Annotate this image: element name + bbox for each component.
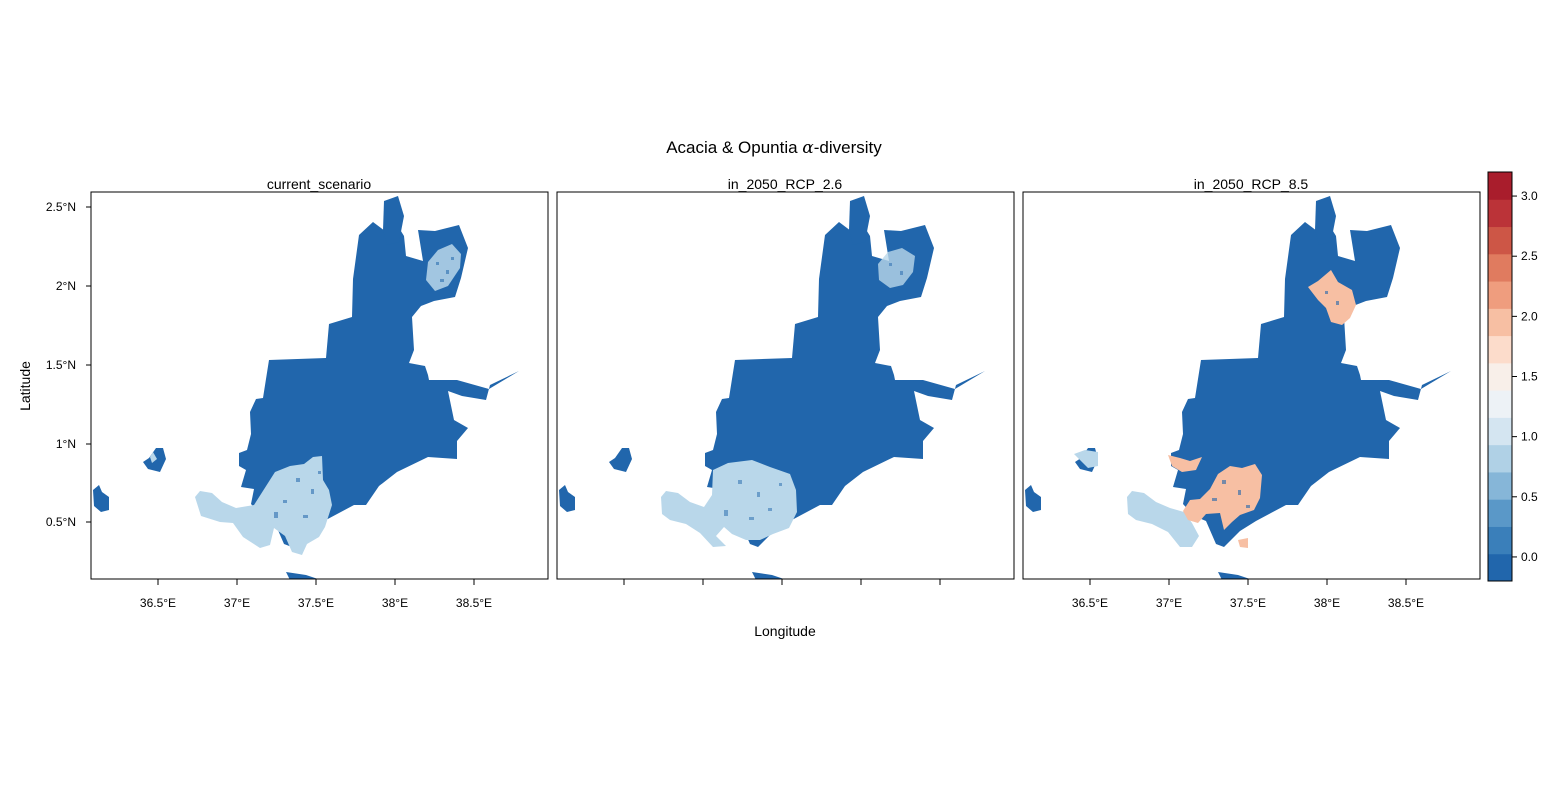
figure-title: Acacia & Opuntia α-diversity <box>666 138 882 158</box>
colorbar-tick-label: 1.5 <box>1521 370 1538 384</box>
y-axis: Latitude 2.5°N 2°N 1.5°N 1°N 0.5°N <box>17 200 91 529</box>
y-tick-label: 2.5°N <box>46 200 76 214</box>
map-raster <box>559 196 985 579</box>
x-tick-label: 37°E <box>1156 596 1182 610</box>
colorbar-step <box>1488 362 1512 391</box>
panel-title: in_2050_RCP_8.5 <box>1194 176 1309 192</box>
colorbar-step <box>1488 417 1512 446</box>
colorbar-step <box>1488 253 1512 282</box>
y-tick-label: 1°N <box>56 437 76 451</box>
x-tick-label: 36.5°E <box>140 596 176 610</box>
colorbar-step <box>1488 553 1512 582</box>
colorbar-step <box>1488 471 1512 500</box>
colorbar-ticks: 0.0 0.5 1.0 1.5 2.0 2.5 3.0 <box>1512 189 1538 564</box>
title-rest: -diversity <box>814 138 883 157</box>
colorbar-tick-label: 3.0 <box>1521 189 1538 203</box>
x-tick-label: 38°E <box>1314 596 1340 610</box>
x-tick-label: 36.5°E <box>1072 596 1108 610</box>
texture-speckles <box>724 263 903 520</box>
y-tick-label: 1.5°N <box>46 358 76 372</box>
title-main: Acacia & Opuntia <box>666 138 802 157</box>
colorbar-steps <box>1488 172 1512 582</box>
colorbar-step <box>1488 444 1512 473</box>
colorbar-tick-label: 2.0 <box>1521 309 1538 323</box>
colorbar-tick-label: 0.0 <box>1521 550 1538 564</box>
x-tick-label: 38°E <box>382 596 408 610</box>
y-tick-label: 0.5°N <box>46 515 76 529</box>
light-blue-patches <box>1074 450 1199 547</box>
colorbar-step <box>1488 390 1512 418</box>
colorbar-step <box>1488 172 1512 200</box>
x-axis-label: Longitude <box>754 623 816 639</box>
panel-frame <box>556 191 1015 580</box>
panel-in-2050-rcp-8-5: in_2050_RCP_8.5 <box>1022 176 1481 580</box>
light-blue-patches <box>661 248 915 547</box>
panel-frame <box>90 191 549 580</box>
colorbar-tick-label: 2.5 <box>1521 249 1538 263</box>
y-tick-marks <box>86 206 91 523</box>
x-tick-marks <box>157 579 1407 585</box>
panel-title: in_2050_RCP_2.6 <box>728 176 843 192</box>
x-tick-label: 37°E <box>224 596 250 610</box>
map-raster <box>93 196 519 579</box>
colorbar-step <box>1488 499 1512 527</box>
x-tick-label: 38.5°E <box>1388 596 1424 610</box>
x-axis: 36.5°E 37°E 37.5°E 38°E 38.5°E 36.5°E 37… <box>140 579 1424 639</box>
colorbar-tick-label: 0.5 <box>1521 490 1538 504</box>
colorbar-tick-label: 1.0 <box>1521 430 1538 444</box>
panel-frame <box>1022 191 1481 580</box>
x-tick-label: 37.5°E <box>1230 596 1266 610</box>
panel-in-2050-rcp-2-6: in_2050_RCP_2.6 <box>556 176 1015 580</box>
panel-current-scenario: current_scenario <box>90 176 549 580</box>
colorbar-step <box>1488 199 1512 228</box>
x-tick-label: 37.5°E <box>298 596 334 610</box>
texture-speckles <box>1212 291 1339 508</box>
title-greek: α <box>802 138 814 158</box>
colorbar-step <box>1488 526 1512 555</box>
colorbar-step <box>1488 308 1512 337</box>
colorbar-step <box>1488 335 1512 364</box>
texture-speckles <box>274 257 454 518</box>
salmon-patches <box>1168 270 1356 548</box>
map-raster <box>1025 196 1451 579</box>
x-tick-label: 38.5°E <box>456 596 492 610</box>
colorbar: 0.0 0.5 1.0 1.5 2.0 2.5 3.0 <box>1487 171 1538 582</box>
panel-title: current_scenario <box>267 176 371 192</box>
y-tick-label: 2°N <box>56 279 76 293</box>
colorbar-step <box>1488 281 1512 309</box>
colorbar-step <box>1488 226 1512 255</box>
y-axis-label: Latitude <box>17 361 33 411</box>
